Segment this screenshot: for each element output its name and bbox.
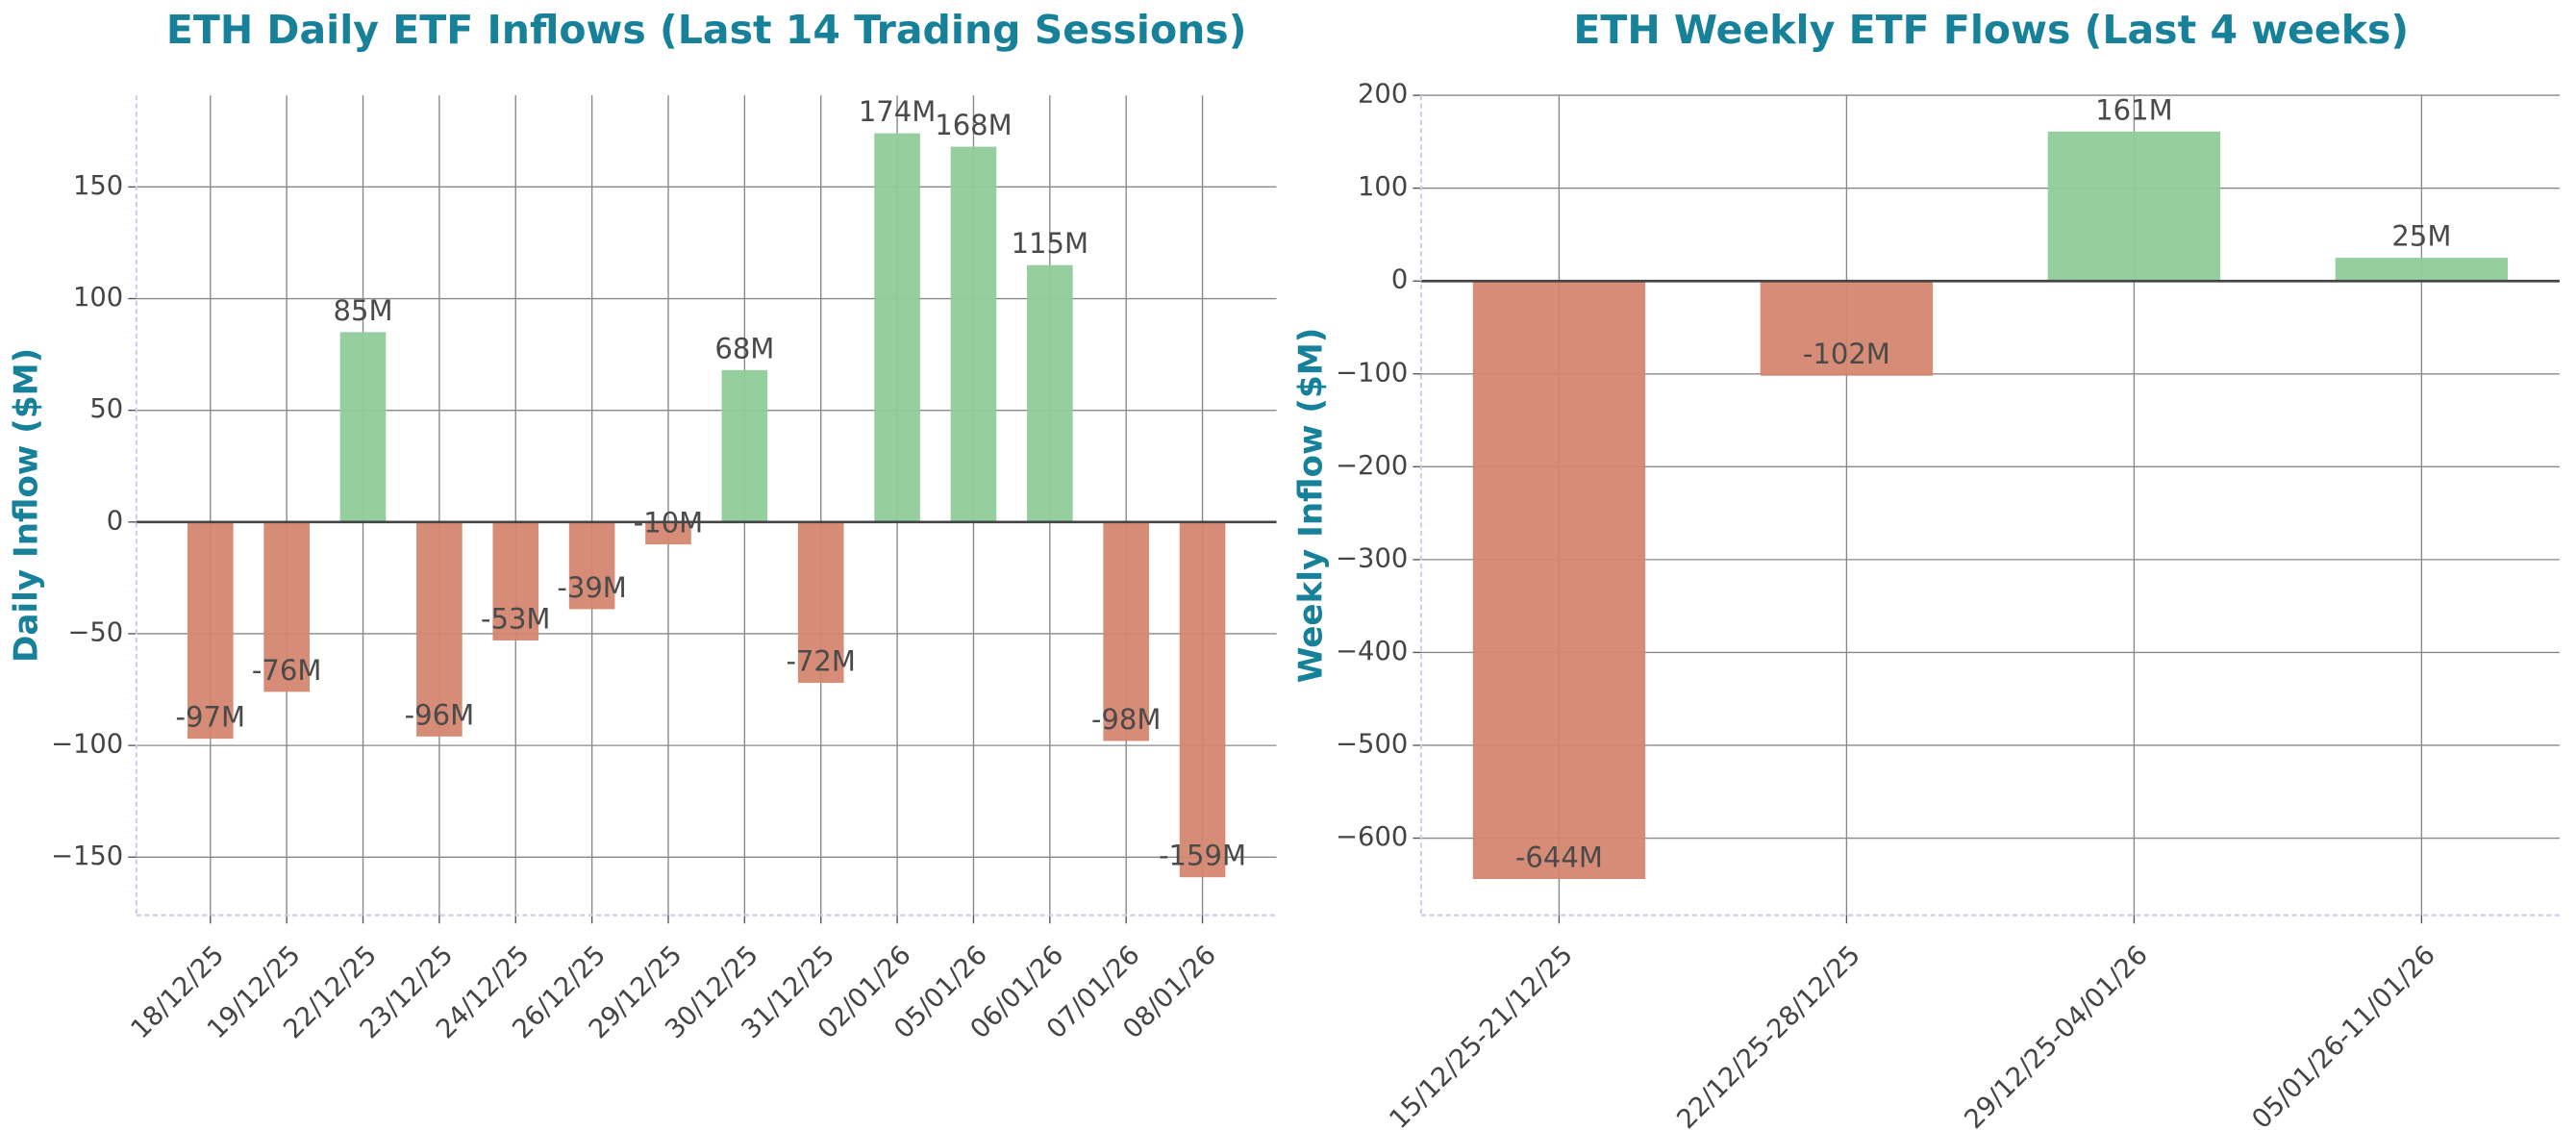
value-label: 115M: [1012, 227, 1088, 260]
value-label: -97M: [176, 701, 245, 734]
bar: [1179, 521, 1226, 878]
bar: [797, 521, 844, 684]
y-tick-label: −500: [1336, 729, 1408, 759]
bar: [2335, 258, 2509, 282]
bar: [645, 521, 691, 545]
y-tick-label: −200: [1336, 451, 1408, 481]
value-label: -53M: [481, 602, 550, 635]
value-label: 85M: [334, 294, 393, 327]
y-tick-label: 200: [1358, 80, 1408, 110]
y-tick-label: −50: [67, 617, 123, 647]
value-label: -96M: [405, 698, 474, 731]
bar: [187, 521, 234, 740]
bar: [721, 369, 768, 522]
y-tick-label: 150: [73, 171, 123, 201]
value-label: -39M: [557, 571, 626, 604]
y-tick-label: 100: [73, 283, 123, 313]
chart-title: ETH Weekly ETF Flows (Last 4 weeks): [1573, 7, 2409, 53]
y-tick-label: −100: [1336, 358, 1408, 388]
y-tick-label: 100: [1358, 172, 1408, 202]
y-tick-label: −600: [1336, 822, 1408, 852]
value-label: -644M: [1515, 841, 1603, 874]
value-label: -102M: [1803, 338, 1890, 370]
value-label: 25M: [2391, 220, 2451, 253]
bar: [339, 332, 387, 522]
bar: [492, 521, 539, 640]
bar: [1027, 264, 1073, 522]
bar: [568, 521, 615, 610]
y-tick-label: 50: [89, 394, 123, 424]
y-tick-label: −100: [51, 730, 123, 760]
value-label: -72M: [786, 645, 855, 678]
y-axis-label: Weekly Inflow ($M): [1292, 328, 1331, 684]
bar: [1472, 281, 1646, 880]
y-tick-label: 0: [107, 506, 123, 536]
bar: [263, 521, 310, 692]
value-label: -76M: [252, 654, 321, 687]
bar: [416, 521, 463, 737]
bar: [1103, 521, 1149, 741]
value-label: 168M: [935, 109, 1012, 141]
value-label: 174M: [859, 95, 936, 128]
value-label: 161M: [2095, 93, 2172, 126]
y-tick-label: −400: [1336, 637, 1408, 666]
bar: [2047, 131, 2221, 282]
chart-title: ETH Daily ETF Inflows (Last 14 Trading S…: [166, 7, 1247, 53]
y-tick-label: −150: [51, 841, 123, 871]
value-label: 68M: [714, 332, 774, 364]
y-axis-label: Daily Inflow ($M): [8, 348, 46, 663]
value-label: -98M: [1091, 703, 1161, 736]
y-tick-label: 0: [1391, 265, 1408, 295]
bar: [874, 133, 920, 522]
bar: [1760, 281, 1934, 376]
y-tick-label: −300: [1336, 543, 1408, 573]
bar: [950, 146, 997, 522]
value-label: -159M: [1159, 840, 1246, 872]
